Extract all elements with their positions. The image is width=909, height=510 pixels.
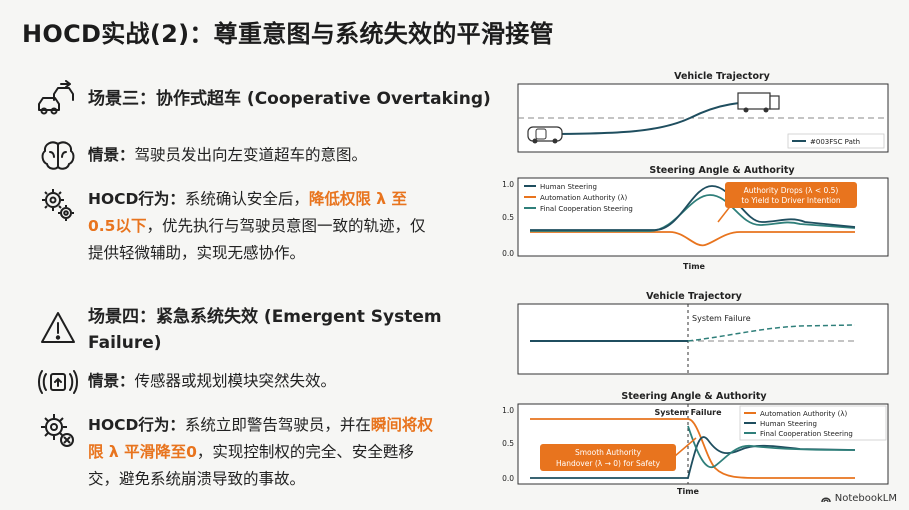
top-trajectory-chart: Vehicle Trajectory #003FSC Path <box>500 66 890 156</box>
gear-error-icon <box>38 410 78 450</box>
truck-icon <box>737 92 780 113</box>
scenario4-heading: 场景四：紧急系统失效 (Emergent System Failure) <box>88 307 442 353</box>
sensor-failure-icon <box>38 362 78 402</box>
top-authority-line <box>530 231 855 247</box>
top-xlabel: Time <box>683 262 706 271</box>
scenario4-action-highlight: 瞬间将权限 λ 平滑降至0 <box>88 416 433 461</box>
bottom-final-steering-line <box>687 425 856 469</box>
top-steering-chart: Steering Angle & Authority 1.0 0.5 0.0 H… <box>500 160 890 275</box>
top-legend-human: Human Steering <box>540 183 597 191</box>
scenario3-intent-label: 情景： <box>88 146 135 164</box>
scenario4-action-text-2: ，实现控制权的完全、安全甦移交，避免系统崩溃导致的事故。 <box>88 443 414 488</box>
overtaking-cars-icon <box>36 80 76 120</box>
top-callout-line-2: to Yield to Driver Intention <box>741 196 840 205</box>
scenario3-action-highlight: 降低权限 λ 至 0.5以下 <box>88 190 408 235</box>
top-legend-final: Final Cooperation Steering <box>540 205 633 213</box>
bottom-ytick-0: 0.0 <box>502 474 514 483</box>
scenario3-intent: 情景：驾驶员发出向左变道超车的意图。 <box>88 142 367 169</box>
bottom-legend-final: Final Cooperation Steering <box>760 430 853 438</box>
top-steering-title: Steering Angle & Authority <box>649 165 795 176</box>
scenario4-action: HOCD行为：系统立即警告驾驶员，并在瞬间将权限 λ 平滑降至0，实现控制权的完… <box>88 412 433 493</box>
top-trajectory-title: Vehicle Trajectory <box>674 71 771 82</box>
scenario3-action-label: HOCD行为： <box>88 190 185 208</box>
scenario3-intent-text: 驾驶员发出向左变道超车的意图。 <box>134 146 368 164</box>
top-trajectory-legend: #003FSC Path <box>810 138 860 146</box>
bottom-xlabel: Time <box>677 487 700 496</box>
top-ytick-05: 0.5 <box>502 213 514 222</box>
top-ytick-0: 0.0 <box>502 249 514 258</box>
ego-car-icon <box>527 126 563 144</box>
bottom-callout-line-2: Handover (λ → 0) for Safety <box>556 459 661 468</box>
bottom-legend-human: Human Steering <box>760 420 817 428</box>
scenario3-action-text-2: ，优先执行与驾驶员意图一致的轨迹，仅提供轻微辅助，实现无感协作。 <box>88 217 426 262</box>
footer-text: NotebookLM <box>834 493 897 504</box>
bottom-steering-title: Steering Angle & Authority <box>621 391 767 402</box>
bottom-trajectory-chart: Vehicle Trajectory System Failure <box>500 286 890 378</box>
bottom-authority-line <box>530 418 855 479</box>
warning-icon <box>38 308 78 348</box>
scenario4-action-text-1: 系统立即警告驾驶员，并在 <box>184 416 371 434</box>
bottom-ytick-1: 1.0 <box>502 406 514 415</box>
notebooklm-watermark: NotebookLM <box>821 493 897 504</box>
bottom-trajectory-title: Vehicle Trajectory <box>646 291 743 302</box>
bottom-callout <box>540 444 676 471</box>
bottom-legend-authority: Automation Authority (λ) <box>760 410 847 418</box>
bottom-ytick-05: 0.5 <box>502 439 514 448</box>
bottom-steer-failure-label: System Failure <box>654 408 722 417</box>
notebooklm-logo-icon <box>821 497 831 502</box>
scenario3-action: HOCD行为：系统确认安全后，降低权限 λ 至 0.5以下，优先执行与驾驶员意图… <box>88 186 428 267</box>
top-callout-line-1: Authority Drops (λ < 0.5) <box>744 186 839 195</box>
scenario4-intent-text: 传感器或规划模块突然失效。 <box>134 372 337 390</box>
top-legend-authority: Automation Authority (λ) <box>540 194 627 202</box>
top-ytick-1: 1.0 <box>502 180 514 189</box>
scenario4-intent: 情景：传感器或规划模块突然失效。 <box>88 368 336 395</box>
bottom-callout-line-1: Smooth Authority <box>575 448 642 457</box>
gears-icon <box>38 184 78 224</box>
page-title: HOCD实战(2)：尊重意图与系统失效的平滑接管 <box>22 20 554 48</box>
top-callout <box>725 182 857 208</box>
scenario4-action-label: HOCD行为： <box>88 416 185 434</box>
scenario3-action-text-1: 系统确认安全后， <box>184 190 309 208</box>
scenario4-intent-label: 情景： <box>88 372 135 390</box>
brain-icon <box>38 136 78 176</box>
scenario3-heading: 场景三：协作式超车 (Cooperative Overtaking) <box>88 89 491 109</box>
bottom-traj-failure-label: System Failure <box>692 314 751 323</box>
bottom-steering-chart: Steering Angle & Authority 1.0 0.5 0.0 S… <box>500 386 890 500</box>
